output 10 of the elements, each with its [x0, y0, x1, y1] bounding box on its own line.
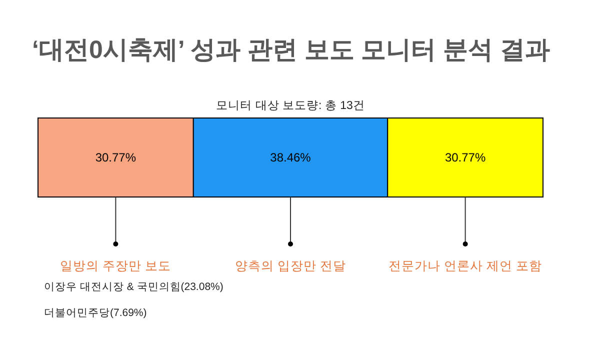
data-label: 38.46% — [270, 150, 312, 164]
text: 양측의 입장만 전달 — [235, 259, 346, 273]
chart-subtitle: 모니터 대상 보도량: 총 13건 — [216, 99, 365, 112]
data-label: 30.77% — [444, 150, 486, 164]
text: 일방의 주장만 보도 — [60, 259, 172, 273]
data-label: 30.77% — [95, 150, 136, 164]
text: 더불어민주당(7.69%) — [44, 307, 147, 319]
text: 전문가나 언론사 제언 포함 — [388, 259, 542, 273]
chart-title: ‘대전0시축제’ 성과 관련 보도 모니터 분석 결과 — [32, 36, 550, 64]
text: 이장우 대전시장 & 국민의힘(23.08%) — [44, 281, 224, 293]
